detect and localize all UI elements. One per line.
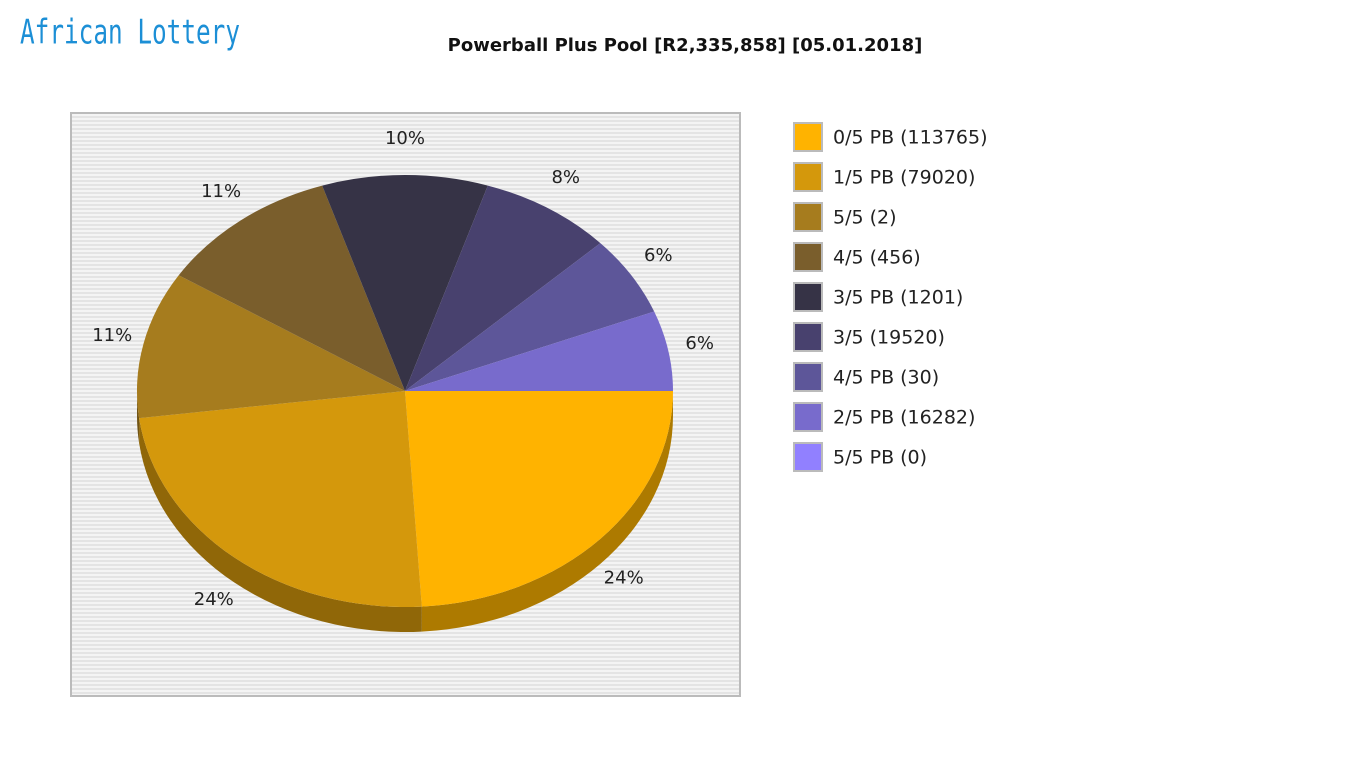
pie-slice (405, 185, 601, 391)
legend-swatch (793, 202, 823, 232)
pie-slice (405, 243, 655, 391)
chart-title: Powerball Plus Pool [R2,335,858] [05.01.… (448, 35, 923, 56)
legend-swatch (793, 242, 823, 272)
legend-label: 1/5 PB (79020) (833, 167, 975, 189)
pie-side (421, 391, 673, 632)
slice-label: 11% (92, 325, 132, 346)
legend-swatch (793, 322, 823, 352)
pie-slice (405, 391, 673, 607)
slice-label: 24% (604, 568, 644, 589)
legend-label: 0/5 PB (113765) (833, 127, 988, 149)
pie-slice (322, 175, 488, 391)
legend-swatch (793, 402, 823, 432)
pie-side (139, 418, 422, 632)
legend-swatch (793, 362, 823, 392)
pie: 24% 24% 11% 11% 10% 8% 6% 6% (92, 128, 714, 632)
logo[interactable]: African Lottery (20, 13, 240, 53)
slice-label: 10% (385, 128, 425, 149)
legend-label: 5/5 PB (0) (833, 447, 927, 469)
legend-swatch (793, 282, 823, 312)
legend-label: 5/5 (2) (833, 207, 897, 229)
legend-label: 4/5 PB (30) (833, 367, 939, 389)
legend-swatch (793, 162, 823, 192)
legend-label: 4/5 (456) (833, 247, 921, 269)
legend-swatch (793, 442, 823, 472)
slice-label: 6% (685, 333, 714, 354)
legend: 0/5 PB (113765) 1/5 PB (79020) 5/5 (2) 4/5 … (793, 122, 988, 472)
legend-label: 2/5 PB (16282) (833, 407, 975, 429)
pie-slice (137, 275, 406, 419)
pie-slice (405, 311, 673, 391)
legend-swatch (793, 122, 823, 152)
slice-label: 24% (194, 589, 234, 610)
slice-label: 8% (551, 167, 580, 188)
pie-side (137, 391, 140, 444)
legend-label: 3/5 (19520) (833, 327, 945, 349)
pie-slice (139, 391, 422, 608)
slice-label: 6% (644, 245, 673, 266)
slice-label: 11% (201, 181, 241, 202)
pie-slice (178, 185, 405, 391)
legend-label: 3/5 PB (1201) (833, 287, 963, 309)
